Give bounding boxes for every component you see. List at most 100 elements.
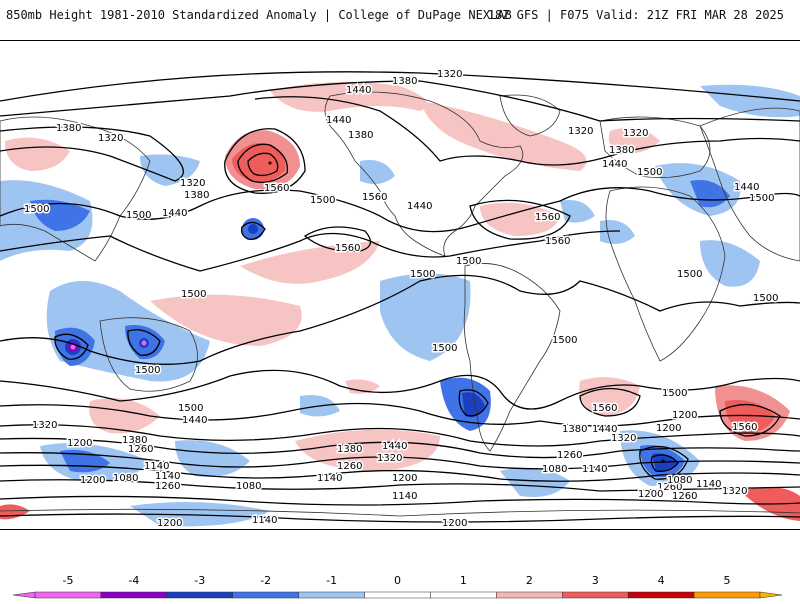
contour-label: 1500 (662, 388, 687, 399)
contour-line (0, 230, 621, 272)
contour-label: 1140 (155, 471, 180, 482)
anomaly-area (30, 199, 90, 231)
contour-label: 1440 (182, 415, 207, 426)
contour-label: 1560 (592, 403, 617, 414)
colorbar-tick-label: -1 (326, 574, 337, 587)
contour-label: 1260 (557, 450, 582, 461)
colorbar-segment (430, 591, 497, 599)
contour-label: 1080 (542, 464, 567, 475)
contour-line (0, 274, 800, 365)
contour-label: 1440 (592, 424, 617, 435)
center-markers (268, 161, 665, 463)
contour-label: 1320 (623, 128, 648, 139)
colorbar-segments (12, 591, 783, 599)
contour-label: 1200 (672, 410, 697, 421)
anomaly-core (248, 224, 258, 234)
anomaly-area (725, 400, 775, 433)
contour-label: 1500 (135, 365, 160, 376)
anomaly-area (270, 82, 427, 112)
contour-label: 1440 (734, 182, 759, 193)
anomaly-area (579, 377, 640, 416)
colorbar-segment (364, 591, 431, 599)
colorbar-segment (34, 591, 102, 599)
south-america-outline (463, 263, 561, 452)
contour-label: 1440 (346, 85, 371, 96)
contour-label: 1200 (392, 473, 417, 484)
colorbar-segment (166, 591, 233, 599)
contour-line (458, 389, 489, 417)
contour-label: 1140 (144, 461, 169, 472)
anomaly-area (89, 398, 160, 434)
contour-label: 1320 (611, 433, 636, 444)
contour-line (0, 452, 800, 470)
contour-line (0, 71, 800, 102)
anomaly-map: 1320 1380 1440 1380 1320 1440 1380 1320 … (0, 40, 800, 530)
contour-label: 1560 (264, 183, 289, 194)
contour-line (224, 128, 306, 194)
contour-label: 1440 (407, 201, 432, 212)
colorbar-tick-label: -4 (128, 574, 139, 587)
contour-label: 1560 (732, 422, 757, 433)
anomaly-area (232, 143, 286, 183)
contour-line (237, 143, 289, 184)
colorbar-svg: -5 -4 -3 -2 -1 0 1 2 3 4 5 (12, 574, 783, 599)
contour-line (0, 369, 800, 410)
contour-label: 1320 (722, 486, 747, 497)
contour-label: 1500 (552, 335, 577, 346)
contour-label: 1200 (656, 423, 681, 434)
europe-outline (599, 116, 711, 179)
anomaly-area (600, 220, 635, 245)
contour-label: 1200 (80, 475, 105, 486)
anomaly-area (5, 137, 70, 171)
contour-line (0, 80, 800, 122)
anomaly-area (700, 84, 800, 118)
contour-label: 1260 (155, 481, 180, 492)
contour-label: 1500 (432, 343, 457, 354)
colorbar-segment (693, 591, 761, 599)
anomaly-area (150, 294, 302, 346)
colorbar-segment (562, 591, 629, 599)
contour-line (0, 402, 800, 427)
contour-label: 1080 (667, 475, 692, 486)
north-america-outline (324, 91, 524, 257)
center-marker (661, 459, 665, 463)
map-header: 850mb Height 1981-2010 Standardized Anom… (0, 0, 800, 30)
contour-label: 1200 (442, 518, 467, 529)
contour-line (469, 199, 571, 240)
contour-line (0, 513, 800, 523)
anomaly-area (380, 273, 471, 361)
anomaly-area (0, 504, 30, 520)
anomaly-area (140, 154, 200, 186)
contour-label: 1380 (122, 435, 147, 446)
contour-label: 1440 (382, 441, 407, 452)
contour-label: 1140 (252, 515, 277, 526)
colorbar-tick-label: 4 (658, 574, 665, 587)
contour-label: 1140 (696, 479, 721, 490)
anomaly-area (130, 502, 270, 527)
contour-label: 1260 (128, 444, 153, 455)
colorbar-segment (298, 591, 365, 599)
colorbar-segment (100, 591, 168, 599)
contour-label: 1260 (672, 491, 697, 502)
contour-line (0, 464, 800, 482)
positive-anomaly-shading (0, 82, 800, 521)
contour-label: 1500 (637, 167, 662, 178)
contour-label: 1200 (67, 438, 92, 449)
contour-line (0, 479, 800, 492)
contour-label: 1380 (337, 444, 362, 455)
contour-label: 1500 (410, 269, 435, 280)
colorbar-tick-label: 5 (724, 574, 731, 587)
anomaly-core (141, 340, 147, 346)
contour-label: 1500 (753, 293, 778, 304)
contour-label: 1440 (162, 208, 187, 219)
colorbar-tick-label: 1 (460, 574, 467, 587)
contour-label: 1200 (638, 489, 663, 500)
center-marker (268, 161, 272, 165)
contour-label: 1140 (582, 464, 607, 475)
colorbar-min-arrow (12, 591, 36, 599)
africa-outline (605, 186, 726, 362)
contour-line (240, 221, 266, 240)
contour-label: 1320 (98, 133, 123, 144)
contour-line (303, 226, 372, 252)
contour-line (0, 437, 800, 459)
